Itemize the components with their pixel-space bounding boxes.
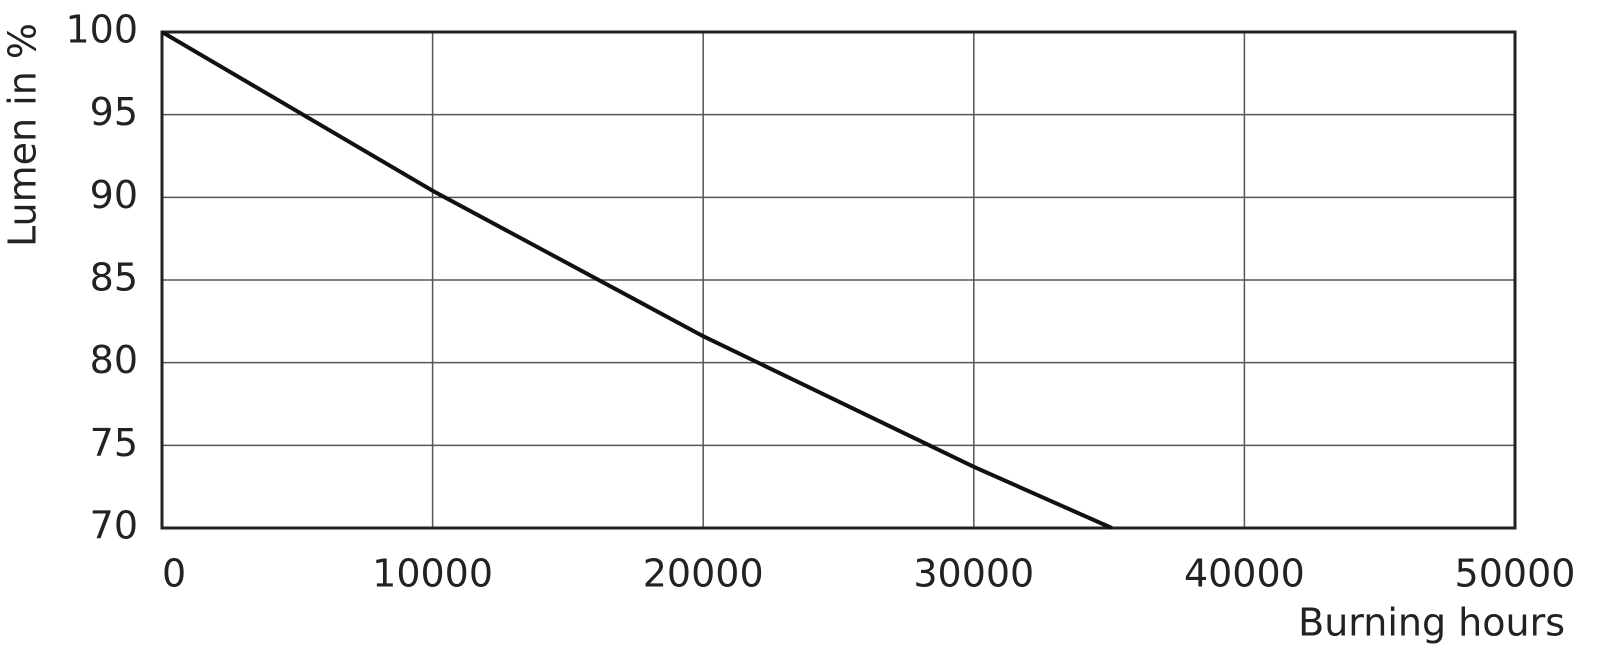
y-tick-label: 70 bbox=[90, 504, 138, 548]
x-tick-label: 20000 bbox=[643, 552, 764, 596]
x-tick-label: 50000 bbox=[1455, 552, 1576, 596]
x-tick-label: 0 bbox=[162, 552, 186, 596]
x-tick-label: 30000 bbox=[913, 552, 1034, 596]
x-axis-label: Burning hours bbox=[1298, 601, 1565, 645]
y-axis-label: Lumen in % bbox=[1, 23, 45, 247]
data-line bbox=[160, 30, 1113, 530]
y-tick-label: 90 bbox=[90, 173, 138, 217]
y-tick-label: 100 bbox=[65, 8, 138, 52]
x-tick-label: 40000 bbox=[1184, 552, 1305, 596]
y-tick-label: 80 bbox=[90, 338, 138, 382]
x-tick-label: 10000 bbox=[372, 552, 493, 596]
y-tick-label: 75 bbox=[90, 421, 138, 465]
plot-frame bbox=[160, 30, 1517, 530]
y-tick-label: 85 bbox=[90, 256, 138, 300]
y-tick-label: 95 bbox=[90, 90, 138, 134]
